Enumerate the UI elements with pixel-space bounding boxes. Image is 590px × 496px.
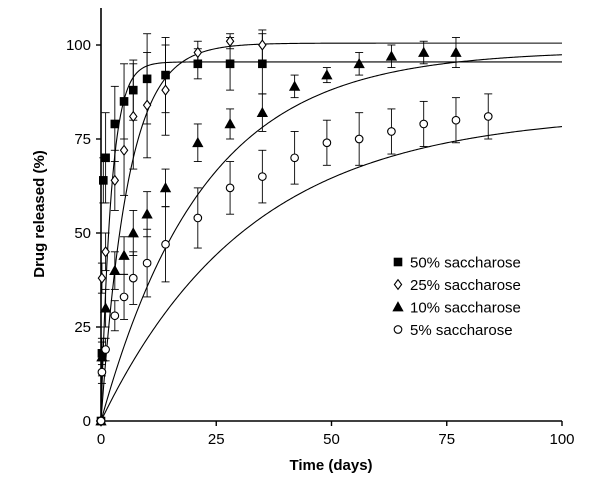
- data-point-series-3: [161, 239, 170, 249]
- data-point-series-1: [128, 110, 138, 123]
- data-point-series-0: [193, 59, 203, 69]
- x-tick-label: 0: [97, 431, 105, 448]
- x-tick-label: 25: [208, 431, 225, 448]
- legend-marker-1: [393, 278, 403, 291]
- data-point-series-0: [258, 59, 267, 69]
- data-point-series-2: [353, 57, 365, 69]
- data-point-series-3: [119, 292, 129, 302]
- data-point-series-0: [161, 70, 170, 80]
- data-point-series-2: [96, 351, 108, 362]
- data-point-series-1: [101, 246, 110, 258]
- data-point-series-3: [193, 213, 203, 223]
- fit-curve-series-2: [100, 54, 563, 422]
- data-point-series-2: [321, 69, 333, 80]
- y-tick-label: 100: [66, 37, 91, 54]
- x-tick-label: 75: [438, 431, 455, 448]
- data-point-series-2: [385, 50, 398, 61]
- data-point-series-3: [290, 153, 299, 163]
- data-point-series-3: [142, 258, 152, 268]
- legend-label: 50% saccharose: [410, 255, 521, 272]
- x-axis-title: Time (days): [289, 457, 372, 474]
- axis-ticks: 0 25 50 75 100 0 25 50 75 100: [66, 37, 575, 448]
- data-point-series-3: [258, 172, 267, 181]
- data-point-series-0: [225, 59, 235, 69]
- chart-axes: [100, 8, 562, 422]
- data-point-series-2: [224, 118, 236, 129]
- data-point-series-3: [451, 115, 461, 125]
- data-point-series-2: [99, 302, 112, 313]
- data-point-series-3: [322, 138, 332, 148]
- data-point-series-3: [419, 119, 429, 129]
- y-tick-label: 50: [74, 225, 91, 242]
- data-point-series-0: [110, 119, 120, 129]
- data-point-series-0: [128, 85, 138, 95]
- data-point-series-1: [142, 99, 152, 111]
- legend: 50% saccharose 25% saccharose 10% saccharo…: [392, 255, 521, 339]
- data-point-series-3: [483, 112, 493, 121]
- data-point-series-2: [288, 80, 301, 91]
- data-point-series-2: [159, 182, 172, 193]
- data-point-series-3: [225, 183, 235, 193]
- data-point-series-1: [119, 144, 129, 156]
- data-point-series-3: [97, 367, 107, 377]
- legend-label: 10% saccharose: [410, 300, 521, 317]
- fit-curve-series-1: [100, 42, 562, 422]
- legend-label: 5% saccharose: [410, 322, 513, 339]
- data-point-series-1: [110, 174, 120, 187]
- data-point-series-2: [127, 227, 139, 238]
- fit-curve-series-0: [100, 61, 562, 422]
- data-point-series-3: [128, 273, 138, 283]
- data-point-series-1: [225, 35, 235, 47]
- x-tick-label: 100: [549, 431, 574, 448]
- data-point-series-1: [258, 39, 267, 51]
- legend-marker-3: [393, 325, 403, 334]
- x-tick-label: 50: [323, 431, 340, 448]
- data-point-series-2: [141, 208, 153, 219]
- data-point-series-1: [193, 46, 203, 59]
- y-tick-label: 0: [83, 413, 91, 430]
- data-point-series-2: [118, 249, 130, 260]
- data-point-series-0: [119, 97, 129, 106]
- data-point-series-0: [101, 153, 110, 163]
- data-point-series-1: [161, 84, 170, 96]
- data-point-series-3: [354, 134, 364, 144]
- y-axis-title: Drug released (%): [31, 150, 48, 278]
- data-point-series-0: [142, 74, 152, 84]
- data-point-series-2: [192, 136, 204, 148]
- fit-curves: [100, 42, 563, 422]
- legend-marker-2: [392, 301, 404, 312]
- data-point-series-2: [450, 46, 462, 57]
- data-point-series-2: [109, 264, 121, 275]
- data-point-series-1: [97, 272, 107, 284]
- data-point-series-2: [256, 106, 268, 118]
- legend-marker-0: [393, 257, 403, 267]
- y-tick-label: 25: [74, 319, 91, 336]
- legend-label: 25% saccharose: [410, 277, 521, 294]
- fit-curve-series-3: [100, 126, 563, 422]
- data-point-series-3: [96, 416, 106, 426]
- data-point-series-2: [418, 46, 430, 57]
- data-point-series-3: [110, 311, 120, 321]
- data-point-series-3: [101, 345, 110, 354]
- data-markers: [95, 35, 493, 427]
- data-point-series-3: [387, 127, 396, 136]
- data-point-series-0: [99, 176, 108, 185]
- y-tick-label: 75: [74, 131, 91, 148]
